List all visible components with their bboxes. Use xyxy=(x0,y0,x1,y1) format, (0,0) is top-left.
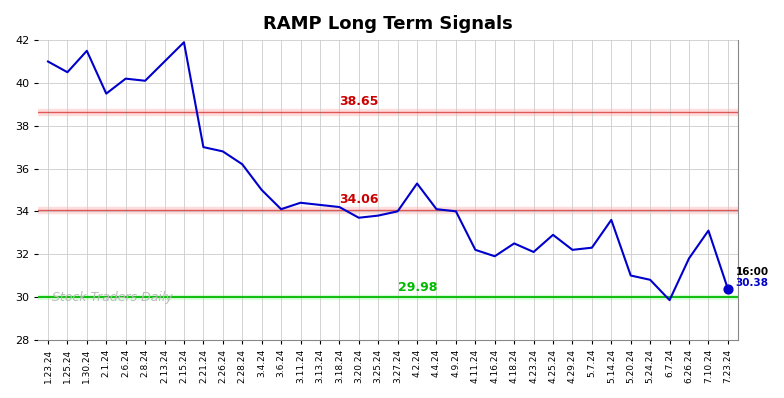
Text: 38.65: 38.65 xyxy=(339,95,379,108)
Point xyxy=(721,286,734,292)
Text: 29.98: 29.98 xyxy=(397,281,437,294)
Bar xyxy=(38,295,738,299)
Text: Stock Traders Daily: Stock Traders Daily xyxy=(53,291,173,304)
Title: RAMP Long Term Signals: RAMP Long Term Signals xyxy=(263,15,513,33)
Text: 16:00: 16:00 xyxy=(735,267,769,277)
Bar xyxy=(38,207,738,213)
Text: 34.06: 34.06 xyxy=(339,193,379,206)
Text: 30.38: 30.38 xyxy=(735,278,768,288)
Bar xyxy=(38,109,738,115)
